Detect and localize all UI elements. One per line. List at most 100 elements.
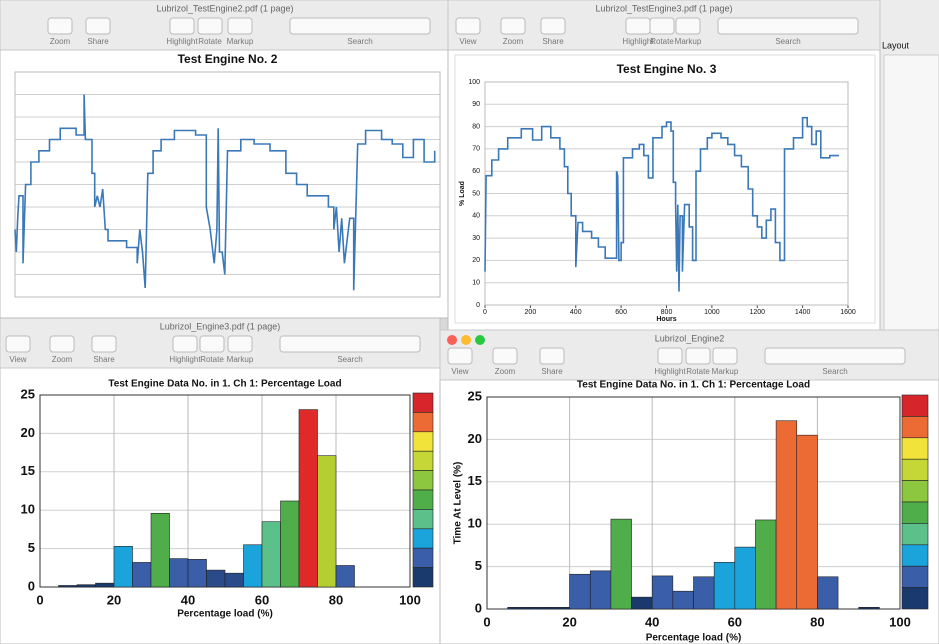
x-tick-label: 400 — [570, 309, 582, 316]
toolbar-label: View — [9, 355, 26, 364]
x-tick-label: 80 — [329, 592, 343, 607]
x-tick-label: 0 — [483, 614, 490, 629]
side-panel: Layout — [878, 0, 939, 330]
bar — [735, 547, 756, 609]
toolbar-button[interactable] — [228, 18, 252, 34]
toolbar-button[interactable] — [200, 336, 224, 352]
bar — [755, 520, 776, 609]
toolbar-label: Markup — [712, 367, 739, 376]
search-field[interactable] — [280, 336, 420, 352]
toolbar-button[interactable] — [92, 336, 116, 352]
panel-tab[interactable]: Layout — [882, 40, 910, 50]
toolbar-button[interactable] — [493, 348, 517, 364]
toolbar-button[interactable] — [676, 18, 700, 34]
window: Lubrizol_TestEngine3.pdf (1 page)ViewZoo… — [448, 0, 880, 330]
window-title: Lubrizol_TestEngine2.pdf (1 page) — [156, 3, 293, 13]
toolbar-button[interactable] — [170, 18, 194, 34]
toolbar-button[interactable] — [228, 336, 252, 352]
search-field[interactable] — [765, 348, 905, 364]
x-tick-label: 40 — [181, 592, 195, 607]
bar — [652, 576, 673, 609]
toolbar-button[interactable] — [50, 336, 74, 352]
y-tick-label: 20 — [472, 257, 480, 264]
x-tick-label: 40 — [645, 614, 659, 629]
y-tick-label: 30 — [472, 235, 480, 242]
toolbar-button[interactable] — [650, 18, 674, 34]
toolbar-button[interactable] — [86, 18, 110, 34]
y-tick-label: 90 — [472, 101, 480, 108]
y-tick-label: 10 — [468, 516, 482, 531]
bar — [318, 456, 337, 587]
x-tick-label: 100 — [889, 614, 911, 629]
bar — [151, 513, 170, 587]
y-tick-label: 5 — [475, 558, 482, 573]
toolbar-button[interactable] — [658, 348, 682, 364]
bar — [207, 570, 226, 587]
toolbar-button[interactable] — [686, 348, 710, 364]
toolbar-label: Zoom — [52, 355, 73, 364]
toolbar-label: Search — [822, 367, 847, 376]
x-tick-label: 1600 — [840, 309, 856, 316]
y-axis-label: Time At Level (%) — [453, 462, 464, 545]
x-tick-label: 1200 — [749, 309, 765, 316]
toolbar-label: Highlight — [654, 367, 686, 376]
toolbar-label: Search — [775, 37, 800, 46]
toolbar-label: Search — [347, 37, 372, 46]
bar — [114, 546, 133, 587]
window-button[interactable] — [447, 335, 457, 345]
bar — [96, 583, 115, 587]
desktop: Layout Lubrizol_Engine3.pdf (1 page)View… — [0, 0, 939, 644]
toolbar-button[interactable] — [626, 18, 650, 34]
colorbar-swatch — [902, 523, 928, 544]
y-tick-label: 25 — [468, 388, 482, 403]
toolbar-button[interactable] — [501, 18, 525, 34]
colorbar-swatch — [413, 548, 433, 567]
x-tick-label: 20 — [107, 592, 121, 607]
y-tick-label: 20 — [468, 431, 482, 446]
search-field[interactable] — [290, 18, 430, 34]
toolbar-button[interactable] — [448, 348, 472, 364]
toolbar-label: View — [451, 367, 468, 376]
toolbar-label: Rotate — [198, 37, 222, 46]
x-tick-label: 20 — [562, 614, 576, 629]
y-tick-label: 25 — [21, 386, 35, 401]
toolbar-button[interactable] — [48, 18, 72, 34]
toolbar-button[interactable] — [6, 336, 30, 352]
colorbar-swatch — [902, 416, 928, 437]
y-tick-label: 100 — [468, 79, 480, 86]
colorbar-swatch — [413, 471, 433, 490]
x-tick-label: 1400 — [795, 309, 811, 316]
colorbar-swatch — [902, 459, 928, 480]
bar — [299, 410, 318, 587]
bar — [528, 607, 549, 609]
window-button[interactable] — [475, 335, 485, 345]
toolbar-button[interactable] — [198, 18, 222, 34]
toolbar-button[interactable] — [713, 348, 737, 364]
toolbar-button[interactable] — [540, 348, 564, 364]
toolbar-button[interactable] — [456, 18, 480, 34]
x-axis-label: Percentage load (%) — [177, 609, 273, 620]
bar — [188, 559, 207, 587]
x-tick-label: 200 — [525, 309, 537, 316]
toolbar-label: Rotate — [650, 37, 674, 46]
search-field[interactable] — [718, 18, 858, 34]
window-button[interactable] — [461, 335, 471, 345]
colorbar-swatch — [413, 432, 433, 451]
chart-title: Test Engine No. 2 — [178, 52, 278, 66]
toolbar-label: Share — [87, 37, 109, 46]
colorbar-swatch — [413, 490, 433, 509]
panel-page — [884, 55, 939, 330]
y-tick-label: 15 — [21, 463, 35, 478]
bar — [797, 435, 818, 609]
colorbar-swatch — [902, 438, 928, 459]
toolbar-label: Rotate — [200, 355, 224, 364]
bar — [570, 574, 591, 609]
bar — [244, 545, 263, 587]
toolbar-button[interactable] — [541, 18, 565, 34]
y-tick-label: 10 — [472, 280, 480, 287]
y-tick-label: 5 — [28, 540, 35, 555]
toolbar-button[interactable] — [173, 336, 197, 352]
bar — [77, 585, 96, 587]
toolbar-label: Share — [93, 355, 115, 364]
